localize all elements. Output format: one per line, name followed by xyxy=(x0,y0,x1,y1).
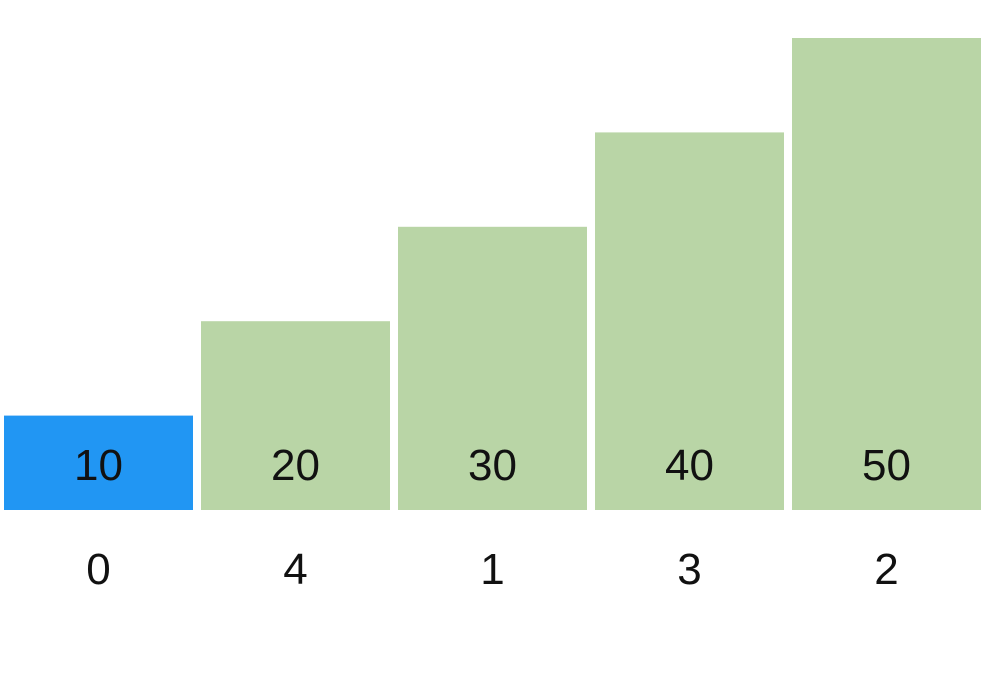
bar-0 xyxy=(4,415,193,510)
bar-2 xyxy=(398,226,587,511)
bar-3 xyxy=(595,132,784,510)
category-label-2: 1 xyxy=(480,545,504,594)
bar-value-label-0: 10 xyxy=(74,441,123,490)
bar-4 xyxy=(792,38,981,510)
category-label-4: 2 xyxy=(874,545,898,594)
bar-value-label-2: 30 xyxy=(468,441,517,490)
category-label-3: 3 xyxy=(677,545,701,594)
category-label-0: 0 xyxy=(86,545,110,594)
bar-value-label-3: 40 xyxy=(665,441,714,490)
bar-value-label-1: 20 xyxy=(271,441,320,490)
bar-value-label-4: 50 xyxy=(862,441,911,490)
bar-1 xyxy=(201,321,390,510)
bars-group xyxy=(4,38,981,511)
value-labels-group: 10 20 30 40 50 xyxy=(74,441,911,490)
category-label-1: 4 xyxy=(283,545,307,594)
index-labels-group: 0 4 1 3 2 xyxy=(86,545,898,594)
